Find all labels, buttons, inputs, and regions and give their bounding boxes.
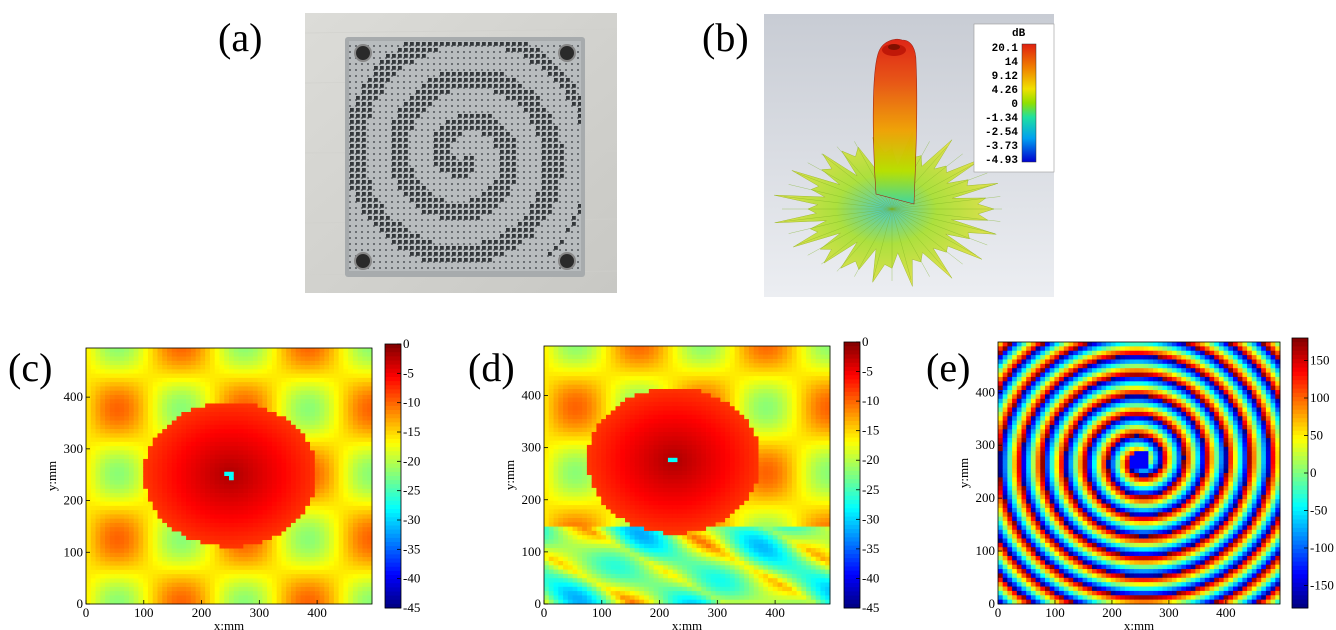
y-tick-label: 200 [522,492,542,507]
legend-tick-label: 20.1 [992,43,1019,55]
x-tick-label: 300 [1159,605,1179,620]
y-tick-label: 0 [535,596,542,611]
panel-label-a: (a) [218,15,263,60]
plot-frame [543,345,831,605]
colorbar-tick-label: -5 [403,365,414,380]
y-tick-label: 400 [522,388,542,403]
x-tick-label: 0 [995,605,1002,620]
colorbar-tick-label: -150 [1310,578,1334,593]
plot-frame [85,347,373,605]
legend-tick-label: -2.54 [985,127,1018,139]
panel-label-b: (b) [702,15,749,60]
heatmap-c: 0 100 200 300 400 0 100 200 300 400 x:mm y:mm 0 -5 -10… [44,336,420,630]
x-tick-label: 0 [83,605,90,620]
y-tick-label: 100 [522,544,542,559]
colorbar-tick-label: 50 [1310,428,1323,443]
colorbar-tick-label: -40 [862,570,879,585]
panel-label-e: (e) [926,345,971,390]
colorbar-tick-label: 0 [862,334,869,349]
y-axis-label: y:mm [502,460,517,490]
y-tick-label: 200 [976,490,996,505]
y-tick-label: 100 [64,544,84,559]
heatmap-e: 0 100 200 300 400 0 100 200 300 400 x:mm y:mm 150 100… [956,337,1334,630]
corner-hole-icon [354,44,372,62]
y-tick-label: 200 [64,493,84,508]
y-axis-label: y:mm [956,458,971,488]
legend-tick-label: -3.73 [985,141,1018,153]
x-axis-label: x:mm [672,618,702,630]
panel-label-c: (c) [8,345,53,390]
colorbar [384,343,402,609]
y-tick-label: 0 [989,596,996,611]
colorbar-tick-label: -5 [862,364,873,379]
colorbar-tick-label: -100 [1310,540,1334,555]
y-tick-label: 400 [976,384,996,399]
x-tick-label: 100 [592,605,612,620]
colorbar-tick-label: -20 [862,452,879,467]
heatmap-d: 0 100 200 300 400 0 100 200 300 400 x:mm y:mm 0 -5 -10… [502,334,879,630]
y-tick-label: 300 [522,440,542,455]
colorbar-tick-label: -30 [403,512,420,527]
x-tick-label: 200 [650,605,670,620]
radiation-pattern-3d: dB 20.1 14 9.12 4.26 0 -1.34 -2.54 -3.73 -4.93 [764,14,1055,297]
legend-tick-label: -4.93 [985,155,1018,167]
colorbar-tick-label: -25 [403,483,420,498]
colorbar-tick-label: -20 [403,453,420,468]
colorbar-tick-label: -50 [1310,503,1327,518]
colorbar-tick-label: -35 [403,541,420,556]
colorbar-tick-label: 0 [403,336,410,351]
x-tick-label: 200 [192,605,212,620]
x-tick-label: 100 [1045,605,1065,620]
x-axis-label: x:mm [1124,618,1154,630]
legend-tick-label: 14 [1005,57,1019,69]
corner-hole-icon [558,252,576,270]
colorbar-legend: dB 20.1 14 9.12 4.26 0 -1.34 -2.54 -3.73 -4.93 [973,23,1055,173]
legend-tick-label: 0 [1011,99,1018,111]
colorbar [1291,337,1309,609]
colorbar [843,341,861,609]
colorbar-tick-label: -15 [862,423,879,438]
legend-title: dB [1012,28,1026,40]
corner-hole-icon [354,252,372,270]
heatmap-image [998,342,1281,605]
y-axis-label: y:mm [44,461,59,491]
colorbar-tick-label: -45 [403,600,420,615]
y-tick-label: 0 [77,596,84,611]
x-tick-label: 400 [307,605,327,620]
y-tick-label: 100 [976,543,996,558]
heatmap-image [544,346,831,605]
x-tick-label: 200 [1102,605,1122,620]
colorbar-tick-label: -45 [862,600,879,615]
colorbar-tick-label: -30 [862,511,879,526]
colorbar-tick-label: 100 [1310,390,1330,405]
legend-tick-label: 4.26 [992,85,1018,97]
colorbar-tick-label: -40 [403,571,420,586]
y-tick-label: 300 [64,441,84,456]
panel-label-d: (d) [468,345,515,390]
legend-tick-label: -1.34 [985,113,1018,125]
x-tick-label: 400 [1216,605,1236,620]
colorbar-tick-label: -25 [862,482,879,497]
colorbar-tick-label: 150 [1310,353,1330,368]
x-axis-label: x:mm [214,618,244,630]
x-tick-label: 300 [250,605,269,620]
x-tick-label: 100 [134,605,154,620]
corner-hole-icon [558,44,576,62]
colorbar-tick-label: -35 [862,541,879,556]
x-tick-label: 400 [765,605,785,620]
plot-frame [997,341,1281,605]
x-tick-label: 0 [541,605,548,620]
colorbar-tick-label: 0 [1310,465,1317,480]
y-tick-label: 400 [64,389,84,404]
legend-tick-label: 9.12 [992,71,1018,83]
colorbar-tick-label: -15 [403,424,420,439]
metasurface-photo [304,13,618,293]
heatmap-image [86,348,373,605]
y-tick-label: 300 [976,437,996,452]
colorbar-tick-label: -10 [403,395,420,410]
colorbar-tick-label: -10 [862,393,879,408]
x-tick-label: 300 [708,605,728,620]
